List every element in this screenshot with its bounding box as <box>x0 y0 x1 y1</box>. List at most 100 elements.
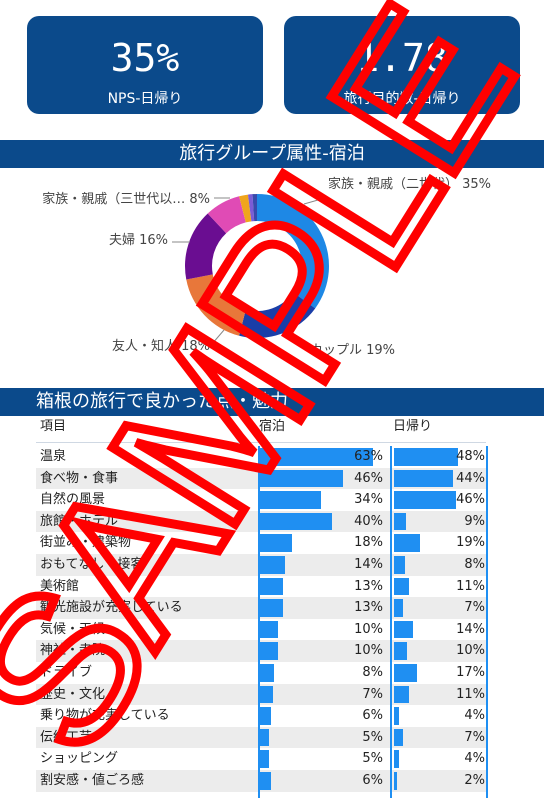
stay-value: 14% <box>354 556 383 572</box>
day-cell: 17% <box>392 662 488 684</box>
row-label: 自然の風景 <box>40 492 106 508</box>
slice-label: 家族・親戚（三世代以… 8% <box>42 191 210 207</box>
day-value: 17% <box>456 664 485 680</box>
stay-value: 6% <box>362 708 383 724</box>
donut-slice <box>239 194 252 223</box>
stay-value: 8% <box>362 664 383 680</box>
stay-bar <box>260 750 269 768</box>
table-row: 歴史・文化 7% 11% <box>36 683 488 706</box>
table-row: おもてなし・接客 14% 8% <box>36 553 488 576</box>
nps-label: NPS-日帰り <box>107 91 183 107</box>
stay-cell: 10% <box>258 619 386 641</box>
slice-label: カップル 19% <box>310 343 395 358</box>
stay-cell: 40% <box>258 511 386 533</box>
day-bar <box>394 750 400 768</box>
table-row: 観光施設が充実している 13% 7% <box>36 597 488 619</box>
day-cell: 4% <box>392 748 488 770</box>
appeal-table: 温泉 63% 48% 食べ物・食事 46% 44% 自然の風景 34% 46% 旅館・ホテル 40%… <box>36 446 488 792</box>
stay-cell: 8% <box>258 662 386 684</box>
day-bar <box>394 663 417 682</box>
day-value: 19% <box>456 535 485 551</box>
table-row: 神社・寺院 10% 10% <box>36 640 488 662</box>
stay-bar <box>260 534 293 552</box>
row-label: おもてなし・接客 <box>40 556 144 572</box>
stay-value: 7% <box>362 686 383 702</box>
stay-cell: 18% <box>258 532 386 554</box>
stay-cell: 63% <box>258 446 386 468</box>
trip-purpose-card: 1.78 旅行目的数-日帰り <box>284 16 520 114</box>
day-cell: 46% <box>392 489 488 511</box>
day-bar <box>394 512 407 531</box>
table-row: ショッピング 5% 4% <box>36 748 488 770</box>
stay-bar <box>260 448 374 466</box>
day-value: 2% <box>464 772 485 788</box>
row-label: ドライブ <box>40 664 93 680</box>
stay-value: 5% <box>362 729 383 745</box>
slice-leader-line <box>211 329 225 345</box>
column-header-stay: 宿泊 <box>259 419 286 434</box>
day-cell: 4% <box>392 705 488 727</box>
stay-bar <box>260 469 343 488</box>
header-divider <box>36 442 486 443</box>
row-label: 歴史・文化 <box>40 686 106 702</box>
table-row: 美術館 13% 11% <box>36 576 488 598</box>
day-cell: 2% <box>392 770 488 792</box>
stay-bar <box>260 512 332 531</box>
donut-slice <box>239 292 316 338</box>
table-row: 伝統工芸 5% 7% <box>36 726 488 749</box>
stay-value: 10% <box>354 643 383 659</box>
nps-value: 35% <box>110 36 180 80</box>
stay-bar <box>260 620 278 639</box>
table-row: 乗り物が充実している 6% 4% <box>36 705 488 727</box>
stay-bar <box>260 491 322 509</box>
stay-cell: 10% <box>258 640 386 662</box>
day-cell: 9% <box>392 511 488 533</box>
table-row: 街並み・建築物 18% 19% <box>36 532 488 554</box>
day-bar <box>394 728 404 747</box>
day-bar <box>394 620 413 639</box>
row-label: 街並み・建築物 <box>40 535 132 551</box>
stay-cell: 13% <box>258 576 386 598</box>
row-label: ショッピング <box>40 751 119 767</box>
day-cell: 11% <box>392 576 488 598</box>
day-value: 10% <box>456 643 485 659</box>
row-label: 伝統工芸 <box>40 729 93 745</box>
row-label: 観光施設が充実している <box>40 600 183 616</box>
day-bar <box>394 448 459 466</box>
donut-slice <box>207 196 246 234</box>
table-row: 温泉 63% 48% <box>36 446 488 468</box>
day-value: 11% <box>456 578 485 594</box>
slice-label: 夫婦 16% <box>109 232 168 248</box>
slice-leader-line <box>303 199 319 205</box>
stay-bar <box>260 599 284 617</box>
stay-cell: 14% <box>258 554 386 576</box>
stay-bar <box>260 642 278 660</box>
stay-value: 10% <box>354 621 383 637</box>
day-bar <box>394 771 397 790</box>
stay-value: 46% <box>354 470 383 486</box>
table-row: 自然の風景 34% 46% <box>36 489 488 511</box>
day-value: 8% <box>464 556 485 572</box>
day-bar <box>394 534 420 552</box>
row-label: 神社・寺院 <box>40 643 106 659</box>
row-label: 温泉 <box>40 449 67 464</box>
day-cell: 19% <box>392 532 488 554</box>
day-value: 44% <box>456 470 485 486</box>
day-cell: 11% <box>392 684 488 706</box>
donut-slice <box>252 194 257 222</box>
day-cell: 8% <box>392 554 488 576</box>
stay-bar <box>260 577 284 596</box>
column-separator <box>258 446 260 798</box>
day-value: 7% <box>464 600 485 616</box>
table-row: ドライブ 8% 17% <box>36 662 488 684</box>
slice-label: 家族・親戚（二世代） 35% <box>328 176 491 192</box>
day-cell: 7% <box>392 597 488 619</box>
day-value: 4% <box>464 708 485 724</box>
row-label: 気候・天候 <box>40 621 106 637</box>
stay-cell: 7% <box>258 684 386 706</box>
table-row: 気候・天候 10% 14% <box>36 619 488 641</box>
day-bar <box>394 685 409 704</box>
stay-value: 63% <box>354 449 383 464</box>
day-bar <box>394 469 454 488</box>
day-bar <box>394 491 456 509</box>
